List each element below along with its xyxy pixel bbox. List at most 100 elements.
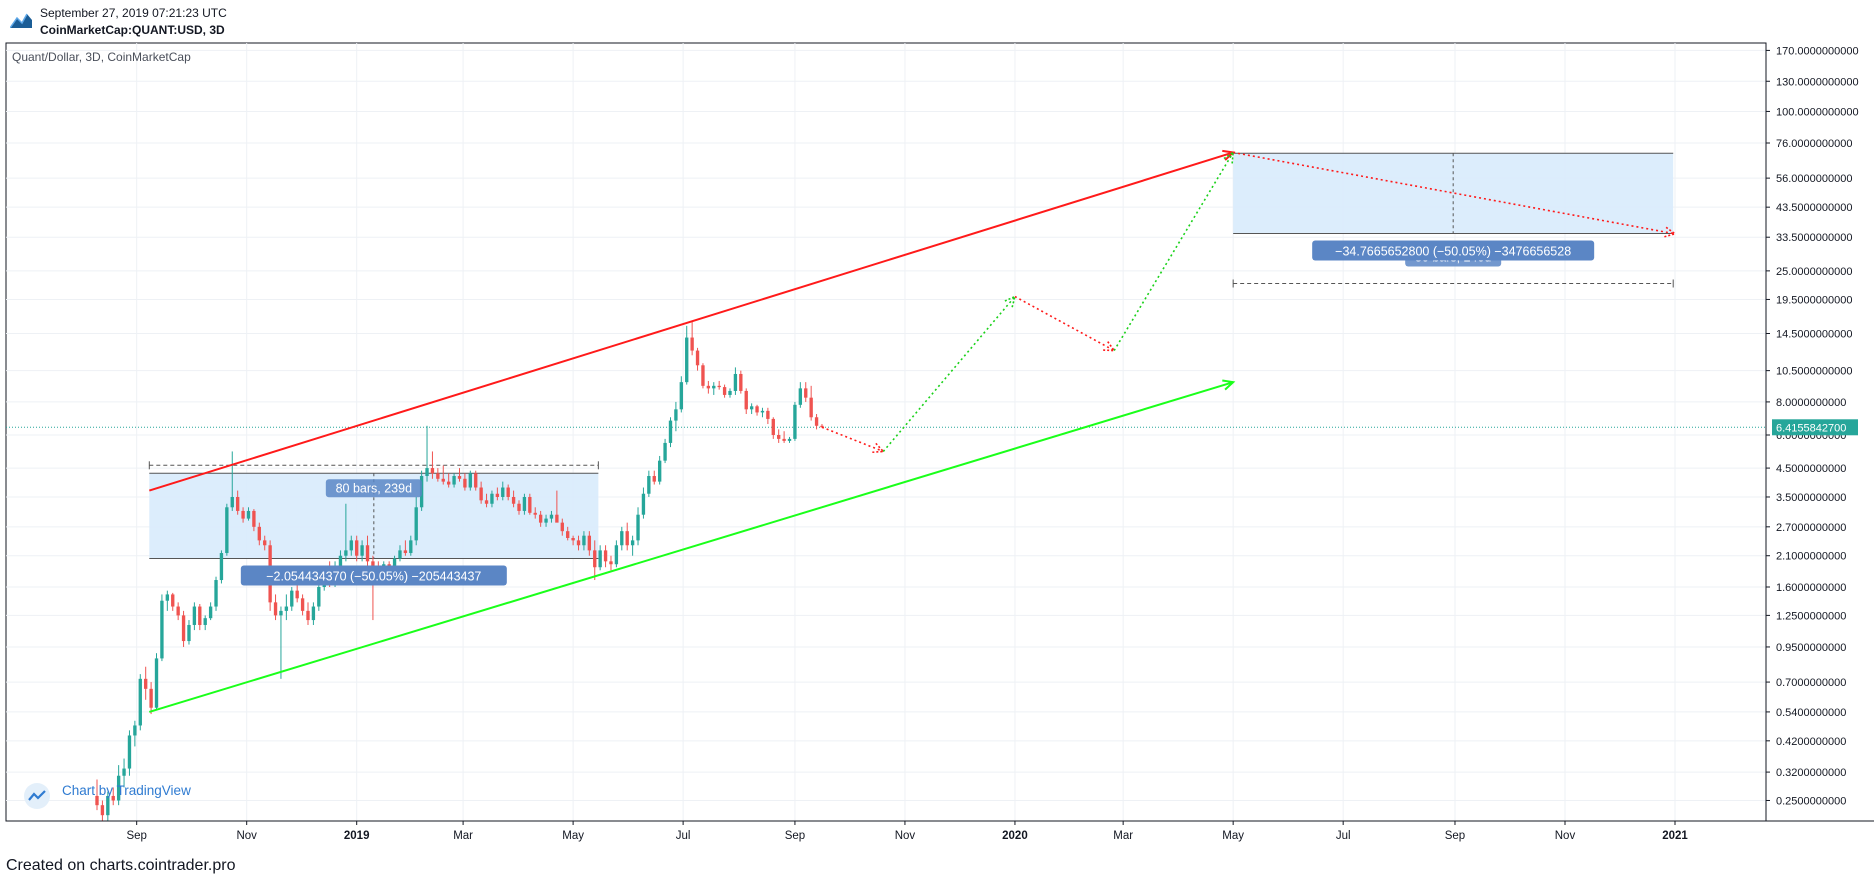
candle-body — [804, 388, 808, 398]
candle-body — [355, 540, 359, 556]
resistance-line — [149, 151, 1234, 492]
candle-body — [620, 531, 624, 546]
candle-body — [733, 373, 738, 391]
candle-body — [495, 493, 500, 497]
snapshot-timestamp: September 27, 2019 07:21:23 UTC — [40, 6, 227, 20]
candle-body — [100, 805, 105, 816]
trend-lines — [149, 149, 1236, 713]
range-bars-label: 80 bars, 239d — [336, 481, 412, 495]
y-tick-label: 170.0000000000 — [1776, 45, 1859, 57]
candle-body — [701, 365, 705, 386]
candle-body — [538, 514, 543, 523]
x-tick-label: Sep — [1445, 830, 1465, 842]
candle-body — [717, 385, 721, 388]
candle-body — [603, 550, 608, 562]
candle-body — [484, 500, 489, 504]
candle-body — [452, 476, 456, 485]
candle-body — [647, 476, 651, 494]
candle-body — [317, 587, 321, 607]
candle-body — [127, 735, 132, 769]
candle-body — [344, 550, 348, 556]
candle-body — [192, 606, 197, 625]
candle-body — [257, 526, 261, 541]
y-tick-label: 100.0000000000 — [1776, 106, 1859, 118]
y-tick-label: 0.3200000000 — [1776, 767, 1846, 779]
candle-body — [203, 618, 207, 625]
candle-body — [560, 522, 564, 532]
candle-body — [593, 550, 597, 568]
tradingview-watermark[interactable]: Chart by TradingView — [24, 783, 191, 809]
range-labels: 80 bars, 239d −2.054434370 (−50.05%) −205… — [240, 240, 1595, 586]
candle-body — [820, 425, 824, 428]
candle-body — [555, 514, 559, 523]
candle-body — [398, 550, 402, 559]
candle-body — [490, 493, 494, 504]
candle-body — [668, 420, 673, 443]
candle-body — [284, 606, 289, 611]
candle-body — [441, 478, 445, 482]
candle-body — [365, 545, 370, 562]
candle-body — [230, 496, 234, 508]
x-tick-label: Jul — [1336, 830, 1351, 842]
projection-path — [821, 150, 1677, 454]
candle-body — [214, 580, 218, 607]
x-tick-label: Nov — [895, 830, 916, 842]
x-tick-label: Sep — [126, 830, 146, 842]
candle-body — [306, 610, 310, 621]
candle-body — [674, 409, 678, 421]
candle-body — [728, 390, 732, 395]
candle-body — [517, 503, 521, 511]
y-tick-label: 0.5400000000 — [1776, 707, 1846, 719]
candle-body — [809, 397, 813, 418]
measure-ranges — [148, 152, 1674, 559]
projection-segment — [1014, 295, 1115, 352]
candle-body — [793, 404, 797, 439]
candle-body — [116, 775, 121, 801]
candle-body — [338, 555, 343, 568]
candle-body — [798, 388, 803, 405]
y-tick-label: 0.9500000000 — [1776, 642, 1846, 654]
y-tick-label: 8.0000000000 — [1776, 397, 1846, 409]
candle-body — [349, 540, 353, 551]
y-tick-label: 10.5000000000 — [1776, 366, 1852, 378]
candle-body — [712, 385, 716, 389]
candle-body — [679, 382, 683, 410]
candle-body — [614, 545, 619, 565]
projection-segment — [1113, 152, 1234, 351]
candle-body — [652, 476, 656, 482]
candle-body — [625, 531, 629, 546]
candle-body — [598, 550, 602, 568]
range-change-label: −2.054434370 (−50.05%) −205443437 — [266, 569, 481, 583]
y-tick-label: 3.5000000000 — [1776, 492, 1846, 504]
support-line — [149, 381, 1234, 713]
projection-segment — [821, 426, 884, 453]
candle-body — [187, 624, 191, 642]
tradingview-logo-icon — [9, 10, 32, 29]
candle-body — [181, 615, 186, 642]
candle-body — [409, 540, 413, 554]
candle-body — [663, 442, 667, 461]
candle-body — [154, 658, 159, 708]
candle-body — [403, 550, 408, 554]
candle-body — [468, 473, 472, 488]
candle-body — [749, 406, 754, 410]
range-change-badge — [240, 565, 507, 586]
x-tick-label: 2020 — [1002, 830, 1028, 842]
y-tick-label: 2.7000000000 — [1776, 522, 1846, 534]
y-tick-label: 76.0000000000 — [1776, 138, 1852, 150]
candle-body — [160, 600, 164, 659]
watermark-text: Chart by TradingView — [62, 783, 191, 798]
candle-body — [528, 496, 532, 513]
candle-body — [474, 473, 478, 488]
price-chart[interactable]: 80 bars, 239d −2.054434370 (−50.05%) −205… — [0, 0, 1874, 860]
candle-body — [533, 512, 537, 515]
candle-body — [522, 496, 527, 511]
candle-body — [138, 678, 142, 726]
candle-body — [171, 594, 175, 607]
candle-body — [133, 725, 137, 736]
candle-body — [111, 795, 115, 801]
candle-body — [787, 438, 792, 441]
candle-body — [706, 385, 711, 389]
y-tick-label: 1.6000000000 — [1776, 582, 1846, 594]
x-tick-label: 2019 — [344, 830, 370, 842]
